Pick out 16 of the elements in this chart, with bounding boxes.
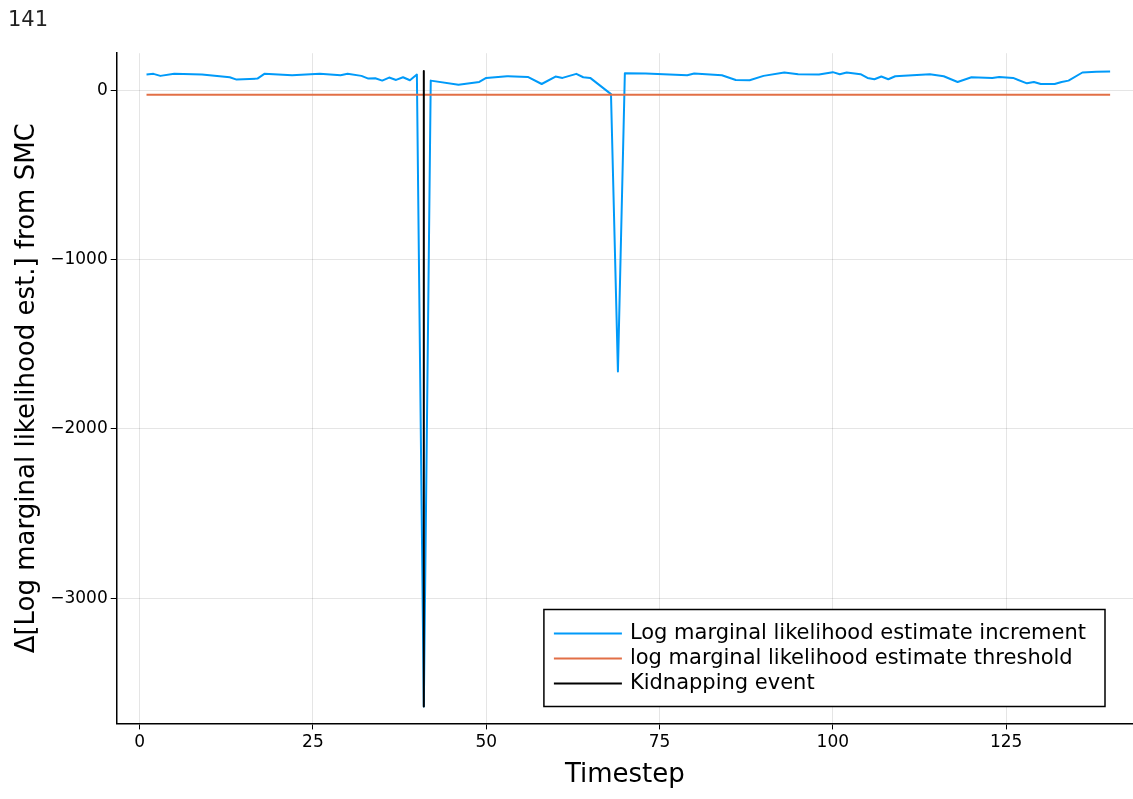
x-tick-label: 75 xyxy=(648,731,671,752)
x-axis-title: Timestep xyxy=(563,758,685,789)
y-tick-label: −3000 xyxy=(50,586,108,607)
legend-label: Kidnapping event xyxy=(629,669,815,694)
chart-title: 141 xyxy=(8,7,49,32)
x-tick-label: 100 xyxy=(816,731,850,752)
x-tick-label: 125 xyxy=(989,731,1023,752)
legend-label: Log marginal likelihood estimate increment xyxy=(629,619,1086,644)
y-tick-label: −2000 xyxy=(50,417,108,438)
x-tick-label: 0 xyxy=(134,731,145,752)
x-tick-label: 25 xyxy=(302,731,324,752)
x-tick-label: 50 xyxy=(475,731,498,752)
y-axis-title: Δ[Log marginal likelihood est.] from SMC xyxy=(10,123,41,654)
y-tick-label: 0 xyxy=(96,78,108,99)
y-tick-label: −1000 xyxy=(50,248,108,269)
legend-label: log marginal likelihood estimate threshold xyxy=(629,644,1073,669)
